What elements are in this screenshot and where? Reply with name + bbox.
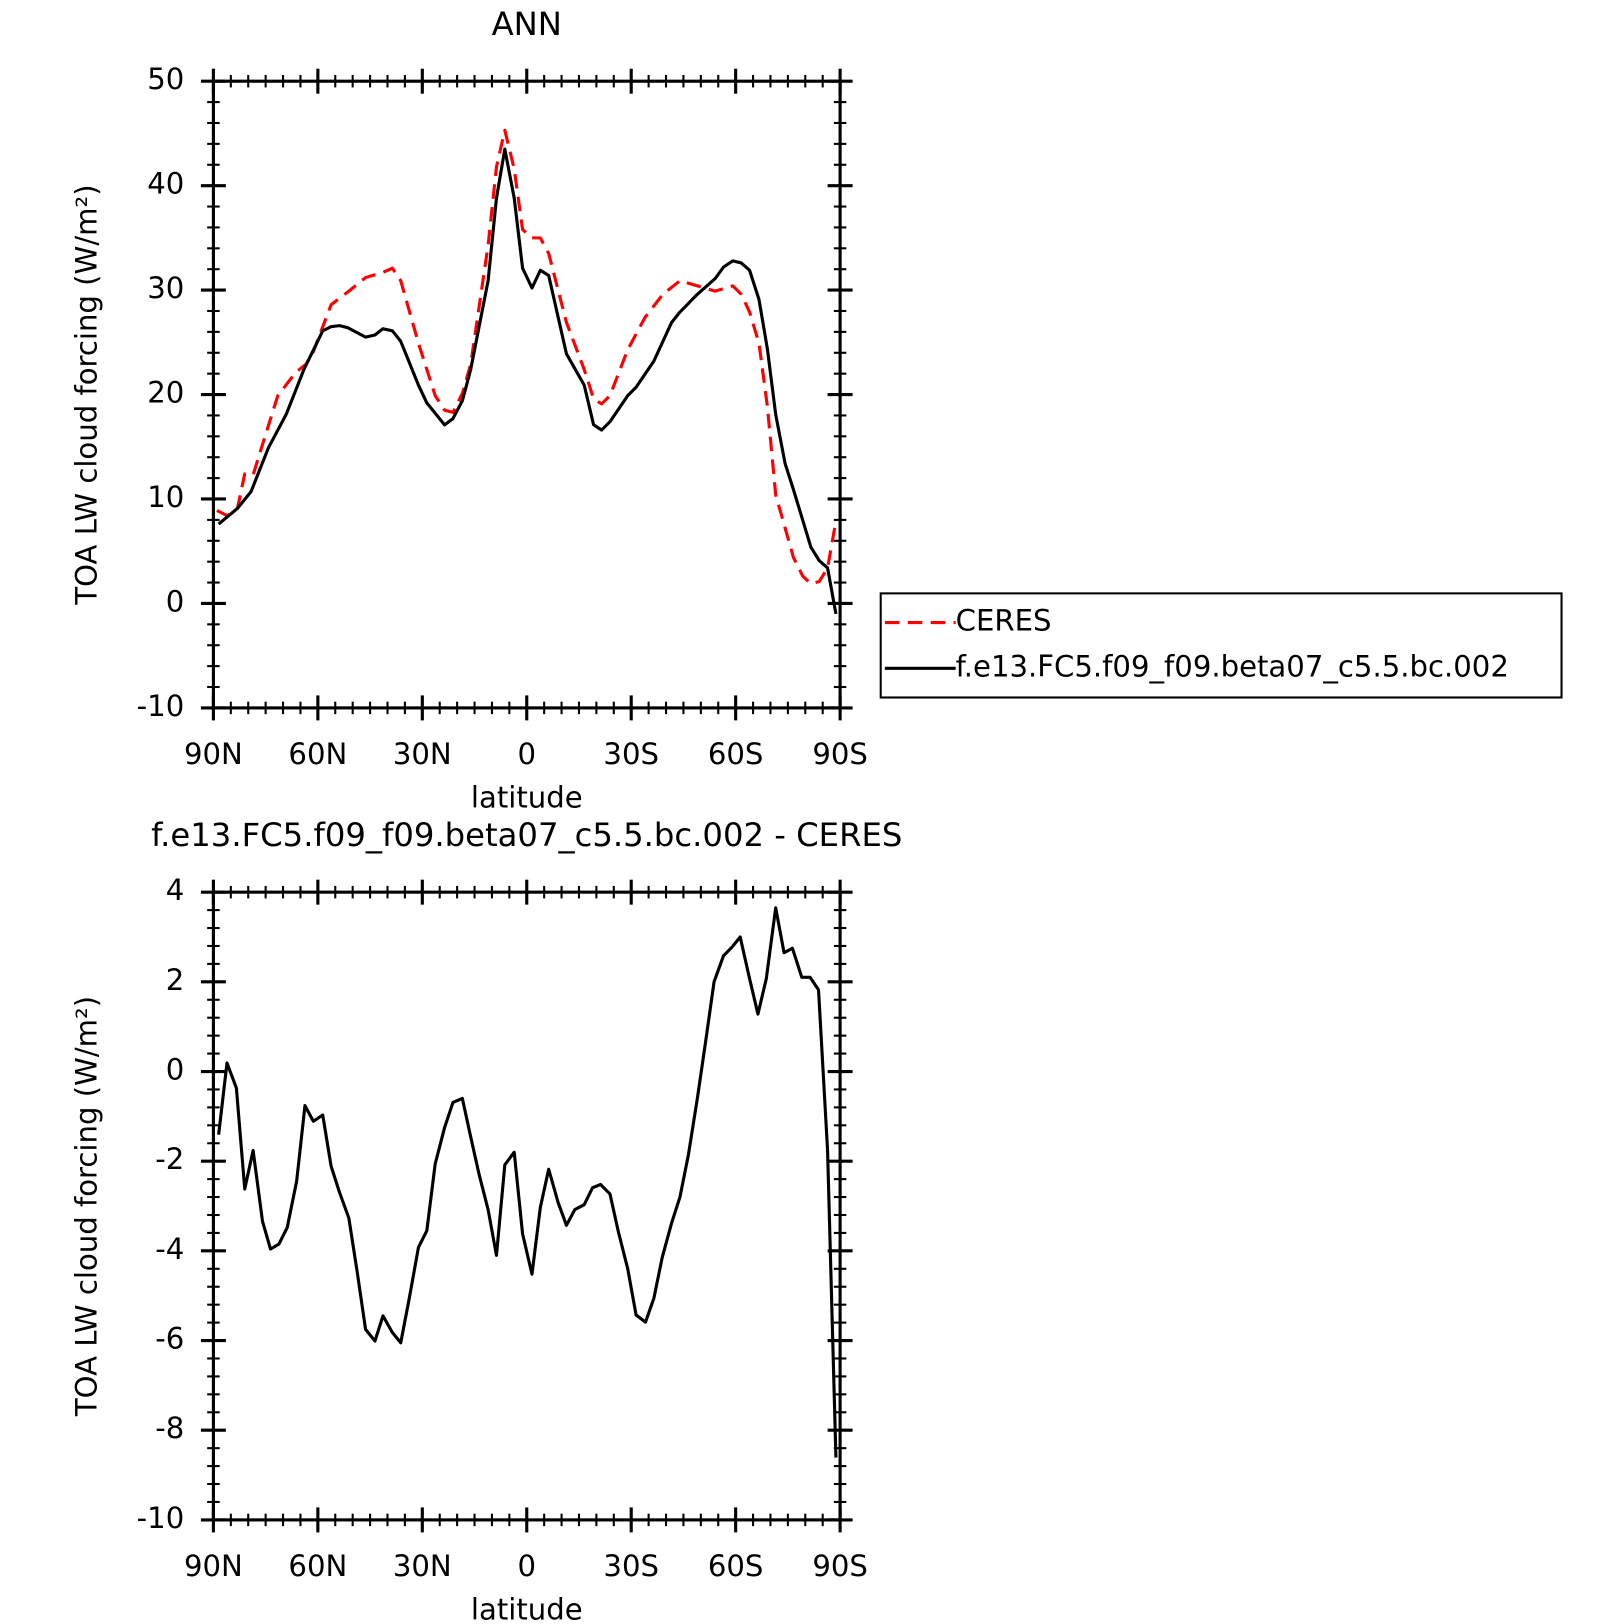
x-tick-label: 30N (393, 1549, 452, 1583)
legend-label: f.e13.FC5.f09_f09.beta07_c5.5.bc.002 (956, 649, 1509, 683)
x-tick-label: 30S (603, 1549, 659, 1583)
y-tick-label: 50 (147, 62, 184, 96)
legend-label: CERES (956, 604, 1052, 638)
y-tick-label: -2 (155, 1142, 184, 1176)
y-tick-label: 40 (147, 167, 184, 201)
y-tick-label: 10 (147, 480, 184, 514)
chart-title: f.e13.FC5.f09_f09.beta07_c5.5.bc.002 - C… (151, 816, 902, 854)
data-line (217, 906, 838, 1458)
x-tick-label: 60S (708, 1549, 764, 1583)
x-tick-label: 0 (517, 737, 536, 771)
data-line (216, 128, 838, 586)
x-tick-label: 90N (184, 1549, 243, 1583)
x-tick-label: 60S (708, 737, 764, 771)
x-axis-label: latitude (471, 1593, 583, 1624)
y-tick-label: 2 (166, 963, 185, 997)
x-axis-label: latitude (471, 781, 583, 815)
x-tick-label: 90S (812, 1549, 868, 1583)
y-tick-label: -10 (137, 1501, 185, 1535)
data-line (217, 147, 838, 615)
x-tick-label: 30N (393, 737, 452, 771)
y-axis-label: TOA LW cloud forcing (W/m²) (69, 184, 103, 605)
y-tick-label: 4 (166, 873, 185, 907)
y-axis-label: TOA LW cloud forcing (W/m²) (69, 996, 103, 1417)
y-tick-label: -6 (155, 1322, 184, 1356)
y-tick-label: -8 (155, 1411, 184, 1445)
x-tick-label: 60N (288, 1549, 347, 1583)
x-tick-label: 90S (812, 737, 868, 771)
legend-box (879, 592, 1563, 699)
y-tick-label: 0 (166, 584, 185, 618)
x-tick-label: 90N (184, 737, 243, 771)
x-tick-label: 30S (603, 737, 659, 771)
y-tick-label: 30 (147, 271, 184, 305)
x-tick-label: 0 (517, 1549, 536, 1583)
plot-frame (211, 890, 842, 1522)
y-tick-label: 20 (147, 376, 184, 410)
chart-title: ANN (492, 5, 562, 43)
y-tick-label: 0 (166, 1053, 185, 1087)
y-tick-label: -4 (155, 1232, 184, 1266)
y-tick-label: -10 (137, 689, 185, 723)
x-tick-label: 60N (288, 737, 347, 771)
plot-frame (211, 79, 842, 710)
